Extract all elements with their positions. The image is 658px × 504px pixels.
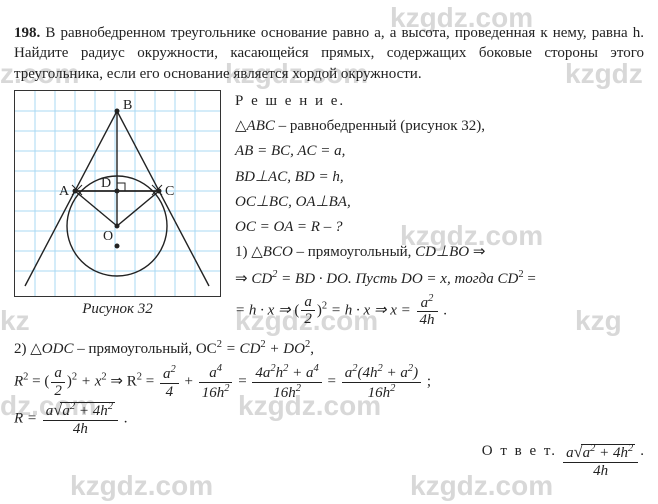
figure-box: B A C D O	[14, 90, 221, 297]
geometry	[25, 111, 209, 286]
label-O: O	[103, 229, 113, 244]
problem-number: 198.	[14, 25, 40, 41]
label-A: A	[59, 184, 70, 199]
figure-caption: Рисунок 32	[14, 301, 221, 318]
label-D: D	[101, 176, 111, 191]
answer-label: О т в е т.	[482, 443, 557, 479]
solution-heading: Р е ш е н и е.	[235, 93, 345, 109]
label-C: C	[165, 184, 174, 199]
problem-text: В равнобедренном треугольнике основание …	[14, 25, 644, 82]
problem-statement: 198. В равнобедренном треугольнике основ…	[14, 23, 644, 84]
label-B: B	[123, 98, 132, 113]
answer-row: О т в е т. a√a2 + 4h2 4h .	[14, 443, 644, 479]
solution-column: Р е ш е н и е. △ABC – равнобедренный (ри…	[235, 90, 644, 331]
solution-continued: 2) △ODC – прямоугольный, OC2 = CD2 + DO2…	[14, 335, 644, 438]
